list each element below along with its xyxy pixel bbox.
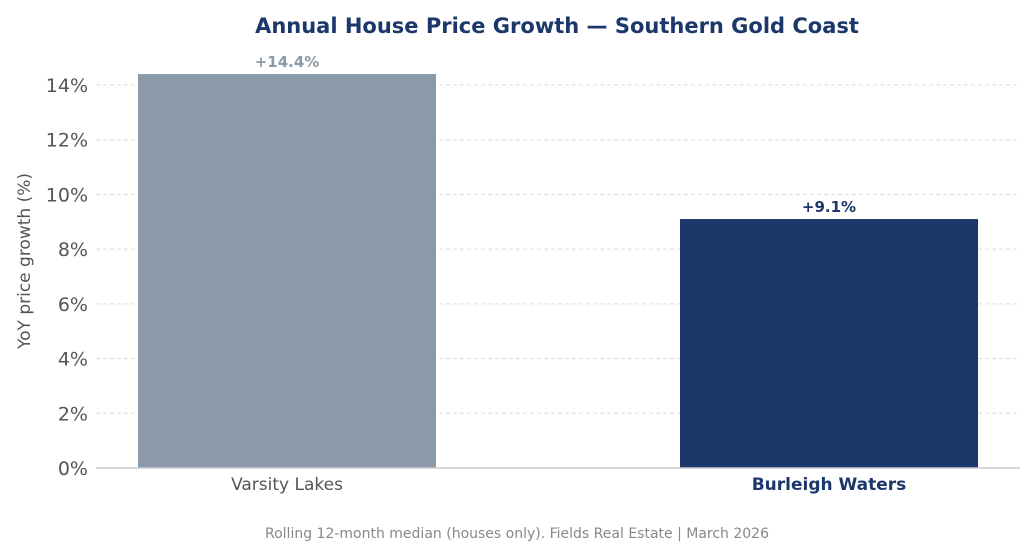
data-label: +14.4% [255,53,320,71]
bar [138,74,436,469]
y-tick-label: 2% [58,403,88,425]
y-tick-label: 14% [46,75,88,97]
bar [680,219,978,468]
x-tick-label: Burleigh Waters [752,475,907,495]
y-tick-label: 0% [58,458,88,480]
y-tick-label: 10% [46,184,88,206]
footnote: Rolling 12-month median (houses only). F… [265,526,769,542]
y-tick-label: 8% [58,239,88,261]
y-tick-label: 12% [46,130,88,152]
y-tick-label: 4% [58,349,88,371]
data-label: +9.1% [802,198,856,216]
y-axis-label: YoY price growth (%) [15,173,35,350]
chart-title: Annual House Price Growth — Southern Gol… [255,14,859,38]
x-tick-label: Varsity Lakes [231,475,343,495]
y-tick-label: 6% [58,294,88,316]
